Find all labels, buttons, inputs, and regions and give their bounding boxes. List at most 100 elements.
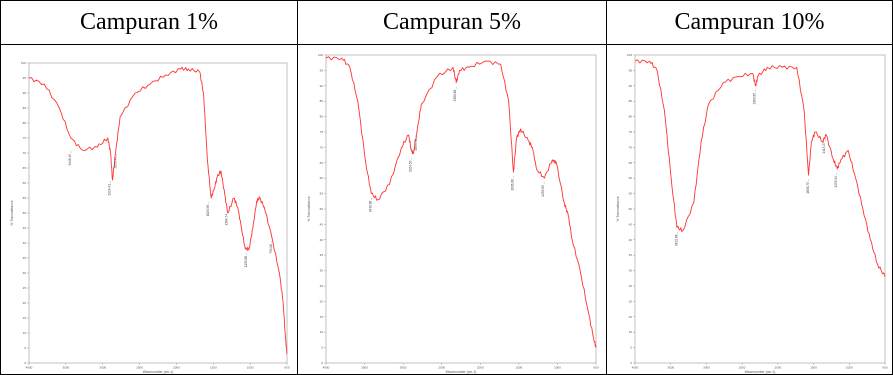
peak-label: 1255.34 <box>834 176 838 188</box>
y-tick-label: 55 <box>23 196 27 200</box>
y-tick-label: 65 <box>320 161 324 165</box>
x-axis-label: Wavenumber (cm-1) <box>446 370 477 374</box>
peak-label: 2363.85 <box>752 93 756 105</box>
peak-label: 799.06 <box>269 244 273 254</box>
y-tick-label: 30 <box>320 269 324 273</box>
y-tick-label: 95 <box>629 68 633 72</box>
plot-frame <box>28 62 288 364</box>
x-tick-label: 3500 <box>361 366 368 370</box>
y-tick-label: 25 <box>23 286 27 290</box>
x-tick-label: 1500 <box>210 366 217 370</box>
y-tick-label: 45 <box>320 222 324 226</box>
x-tick-label: 2000 <box>775 366 782 370</box>
y-tick-label: 10 <box>629 330 633 334</box>
x-tick-label: 4000 <box>323 366 330 370</box>
x-tick-label: 2500 <box>136 366 143 370</box>
x-tick-label: 3000 <box>703 366 710 370</box>
y-tick-label: 30 <box>629 269 633 273</box>
y-tick-label: 100 <box>21 61 26 65</box>
peak-label: 1384.74 <box>225 214 229 226</box>
plot-frame <box>325 54 597 364</box>
peak-label: 1130.88 <box>244 256 248 268</box>
y-tick-label: 50 <box>629 207 633 211</box>
y-tick-label: 10 <box>23 331 27 335</box>
y-tick-label: 50 <box>23 211 27 215</box>
y-tick-label: 35 <box>23 256 27 260</box>
y-tick-label: 80 <box>629 115 633 119</box>
y-tick-label: 35 <box>629 253 633 257</box>
x-tick-label: 3000 <box>99 366 106 370</box>
spectrum-line <box>634 59 886 277</box>
y-tick-label: 100 <box>318 53 323 57</box>
y-tick-label: 80 <box>320 115 324 119</box>
y-tick-label: 90 <box>23 91 27 95</box>
peak-label: 1629.58 <box>206 205 210 217</box>
x-tick-label: 2000 <box>477 366 484 370</box>
y-tick-label: 10 <box>320 330 324 334</box>
y-tick-label: 0 <box>321 361 323 365</box>
peak-label: 1413.27 <box>822 142 826 154</box>
y-tick-label: 85 <box>23 106 27 110</box>
y-tick-label: 40 <box>320 238 324 242</box>
y-tick-label: 95 <box>320 68 324 72</box>
peak-label: 3430.86 <box>368 200 372 212</box>
x-tick-label: 1500 <box>516 366 523 370</box>
y-tick-label: 80 <box>23 121 27 125</box>
peak-label: 3446.49 <box>68 154 72 166</box>
x-tick-label: 2500 <box>739 366 746 370</box>
y-tick-label: 20 <box>320 299 324 303</box>
y-tick-label: 90 <box>320 84 324 88</box>
ftir-chart-2: 1009590858075706560555045403530252015105… <box>307 53 599 374</box>
y-tick-label: 45 <box>629 222 633 226</box>
x-tick-label: 3000 <box>400 366 407 370</box>
x-tick-label: 600 <box>593 366 598 370</box>
peak-label: 1636.75 <box>806 182 810 194</box>
y-tick-label: 60 <box>629 176 633 180</box>
y-tick-label: 100 <box>627 53 632 57</box>
x-tick-label: 3500 <box>667 366 674 370</box>
y-tick-label: 70 <box>629 145 633 149</box>
y-tick-label: 20 <box>23 301 27 305</box>
x-tick-label: 1000 <box>846 366 853 370</box>
y-tick-label: 75 <box>629 130 633 134</box>
y-tick-label: 60 <box>320 176 324 180</box>
x-tick-label: 3500 <box>63 366 70 370</box>
ftir-chart-3: 1009590858075706560555045403530252015105… <box>616 53 888 374</box>
peak-label: 3422.68 <box>675 234 679 246</box>
y-tick-label: 5 <box>630 346 632 350</box>
y-tick-label: 95 <box>23 76 27 80</box>
x-tick-label: 4000 <box>26 366 33 370</box>
y-tick-label: 45 <box>23 226 27 230</box>
y-tick-label: 75 <box>320 130 324 134</box>
x-axis-label: Wavenumber (cm-1) <box>745 370 776 374</box>
peak-label: 1253.83 <box>541 185 545 197</box>
x-tick-label: 4000 <box>632 366 639 370</box>
x-tick-label: 600 <box>882 366 887 370</box>
ftir-chart-1: 1009590858075706560555045403530252015105… <box>10 61 290 374</box>
panel-title: Campuran 10% <box>606 0 893 45</box>
x-tick-label: 1500 <box>810 366 817 370</box>
x-tick-label: 2500 <box>438 366 445 370</box>
x-tick-label: 1000 <box>247 366 254 370</box>
x-axis-label: Wavenumber (cm-1) <box>143 370 174 374</box>
y-tick-label: 55 <box>629 192 633 196</box>
y-tick-label: 0 <box>630 361 632 365</box>
x-tick-label: 2000 <box>173 366 180 370</box>
x-tick-label: 1000 <box>554 366 561 370</box>
chart-cell-1: 100 95 90 85 80 75 70 65 60 55 50 45 40 35 30 25 20 15 10 5… <box>0 44 298 375</box>
y-axis-label: % Transmittance <box>307 196 311 221</box>
y-tick-label: 0 <box>24 361 26 365</box>
y-axis-label: % Transmittance <box>616 196 620 221</box>
plot-frame <box>634 54 886 364</box>
y-tick-label: 60 <box>23 181 27 185</box>
y-tick-label: 85 <box>629 99 633 103</box>
y-tick-label: 65 <box>23 166 27 170</box>
header-row: Campuran 1% Campuran 5% Campuran 10% <box>0 0 893 45</box>
peak-label: 1636.86 <box>511 179 515 191</box>
spectrum-line <box>325 56 597 348</box>
y-tick-label: 35 <box>320 253 324 257</box>
panel-title: Campuran 5% <box>297 0 607 45</box>
peak-label: 2924.41 <box>108 184 112 196</box>
peak-label: 2924.50 <box>408 160 412 172</box>
